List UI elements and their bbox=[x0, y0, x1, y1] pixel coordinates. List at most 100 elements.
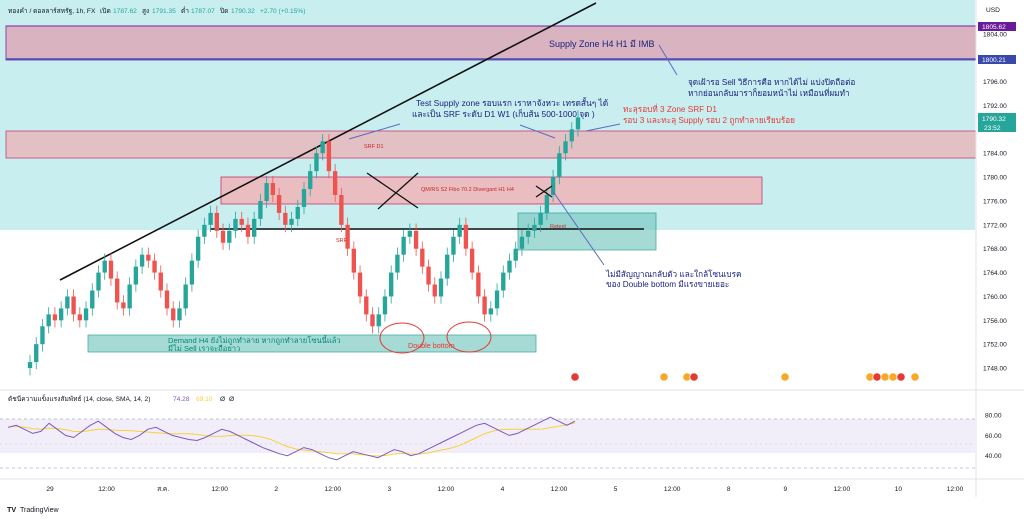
time-tick-6: 3 bbox=[388, 486, 392, 493]
candle-body bbox=[488, 308, 493, 315]
candle-body bbox=[177, 308, 182, 321]
rsi-extra-1: Ø bbox=[220, 396, 225, 403]
candle-body bbox=[214, 212, 219, 231]
time-tick-14: 12:00 bbox=[834, 486, 851, 493]
time-tick-4: 2 bbox=[274, 486, 278, 493]
candle-body bbox=[451, 236, 456, 255]
candle-body bbox=[426, 266, 431, 285]
double-bottom-circle-1 bbox=[379, 322, 425, 354]
rsi-ma-value: 69.10 bbox=[196, 396, 213, 403]
candle-body bbox=[332, 171, 338, 195]
double-bottom-label: Double bottom bbox=[408, 341, 455, 350]
event-flag-icon[interactable] bbox=[570, 372, 580, 382]
price-tick-8: 1772.00 bbox=[983, 222, 1007, 229]
candle-body bbox=[557, 153, 562, 178]
event-flag-icon[interactable] bbox=[910, 372, 920, 382]
candle-body bbox=[550, 177, 556, 195]
time-tick-5: 12:00 bbox=[325, 486, 342, 493]
candle-body bbox=[420, 248, 425, 267]
candle-body bbox=[146, 254, 151, 261]
candle-body bbox=[264, 183, 269, 201]
time-axis[interactable]: 29 12:00 ส.ค. 12:00 2 12:00 3 12:00 4 12:00 5 12:00… bbox=[46, 486, 963, 493]
time-tick-1: 12:00 bbox=[98, 486, 115, 493]
qm-zone[interactable] bbox=[220, 176, 763, 205]
candle-body bbox=[58, 308, 64, 321]
candle-body bbox=[301, 189, 307, 207]
srf-label: SRF bbox=[336, 238, 348, 244]
candle-body bbox=[482, 296, 487, 315]
candle-body bbox=[96, 272, 101, 291]
note-top-right-2: หากย่อนกลับมาราก็ยอมหน้าไม่ เหมือนที่ผมท… bbox=[688, 87, 850, 98]
time-tick-12: 8 bbox=[727, 486, 731, 493]
event-flag-icon[interactable] bbox=[872, 372, 882, 382]
header-legend: ทองคำ / ดอลลาร์สหรัฐ, 1h, FX เปิด 1787.6… bbox=[8, 6, 305, 15]
candle-body bbox=[34, 344, 39, 363]
candle-body bbox=[519, 236, 525, 249]
price-ticks: 1804.001800.001796.001792.001788.001784.… bbox=[983, 31, 1007, 372]
candle-body bbox=[171, 308, 176, 321]
candle-body bbox=[345, 224, 350, 249]
price-tick-3: 1792.00 bbox=[983, 103, 1007, 110]
open-value: 1787.62 bbox=[113, 8, 137, 15]
candle-body bbox=[139, 254, 145, 267]
event-flag-icon[interactable] bbox=[780, 372, 790, 382]
candle-body bbox=[152, 260, 157, 273]
price-tick-10: 1764.00 bbox=[983, 270, 1007, 277]
rsi-extra-2: Ø bbox=[229, 396, 234, 403]
candle-body bbox=[102, 260, 107, 273]
candle-body bbox=[65, 296, 70, 309]
candle-body bbox=[227, 230, 232, 243]
event-flag-icon[interactable] bbox=[896, 372, 906, 382]
supply-zone-h4h1[interactable] bbox=[5, 25, 977, 61]
price-tick-2: 1796.00 bbox=[983, 79, 1007, 86]
candle-body bbox=[370, 314, 375, 327]
time-tick-7: 12:00 bbox=[438, 486, 455, 493]
note-top-right: จุดเฝ้ารอ Sell วิธีการคือ หากได้ไม่ แบ่ง… bbox=[688, 77, 855, 87]
candle-body bbox=[220, 230, 226, 243]
candle-body bbox=[308, 171, 313, 190]
time-tick-16: 12:00 bbox=[947, 486, 964, 493]
rsi-ticks: 80.00 60.00 40.00 bbox=[985, 413, 1002, 461]
candle-body bbox=[395, 254, 400, 273]
event-flag-icon[interactable] bbox=[888, 372, 898, 382]
red-note-1: ทะลุรอบที่ 3 Zone SRF D1 bbox=[623, 103, 717, 114]
candle-body bbox=[476, 272, 481, 297]
symbol-label: ทองคำ / ดอลลาร์สหรัฐ, 1h, FX bbox=[8, 7, 96, 15]
candle-body bbox=[544, 195, 550, 213]
srf-d1-zone[interactable] bbox=[5, 130, 977, 159]
event-flag-icon[interactable] bbox=[689, 372, 699, 382]
event-flag-icon[interactable] bbox=[659, 372, 669, 382]
supply-zone-label: Supply Zone H4 H1 มี IMB bbox=[549, 39, 654, 49]
candle-body bbox=[40, 326, 45, 345]
candle-body bbox=[532, 224, 537, 231]
candle-body bbox=[189, 260, 195, 285]
candle-body bbox=[457, 224, 462, 237]
price-axis[interactable] bbox=[976, 0, 1024, 497]
price-tag-last bbox=[978, 113, 1016, 132]
candle-body bbox=[413, 230, 419, 249]
srf-d1-label: SRF D1 bbox=[364, 144, 384, 150]
price-tick-13: 1752.00 bbox=[983, 342, 1007, 349]
time-tick-10: 5 bbox=[614, 486, 618, 493]
candle-body bbox=[382, 296, 388, 315]
price-tick-0: 1804.00 bbox=[983, 31, 1007, 38]
brand-label: TradingView bbox=[20, 507, 59, 514]
candle-body bbox=[314, 153, 319, 172]
event-flag-icon[interactable] bbox=[880, 372, 890, 382]
candle-body bbox=[501, 272, 506, 291]
candle-body bbox=[77, 314, 82, 321]
candle-body bbox=[389, 272, 394, 297]
candle-body bbox=[283, 212, 288, 225]
time-tick-13: 9 bbox=[783, 486, 787, 493]
event-flags[interactable] bbox=[570, 372, 920, 382]
candle-body bbox=[195, 236, 201, 261]
last-time-text: 23:52 bbox=[984, 125, 1001, 132]
candle-body bbox=[438, 278, 444, 297]
candle-body bbox=[83, 308, 89, 321]
x-mark-left bbox=[366, 172, 419, 210]
candle-body bbox=[52, 314, 58, 321]
candle-body bbox=[569, 129, 574, 142]
price-tag-top bbox=[978, 22, 1016, 31]
candle-body bbox=[320, 141, 325, 154]
